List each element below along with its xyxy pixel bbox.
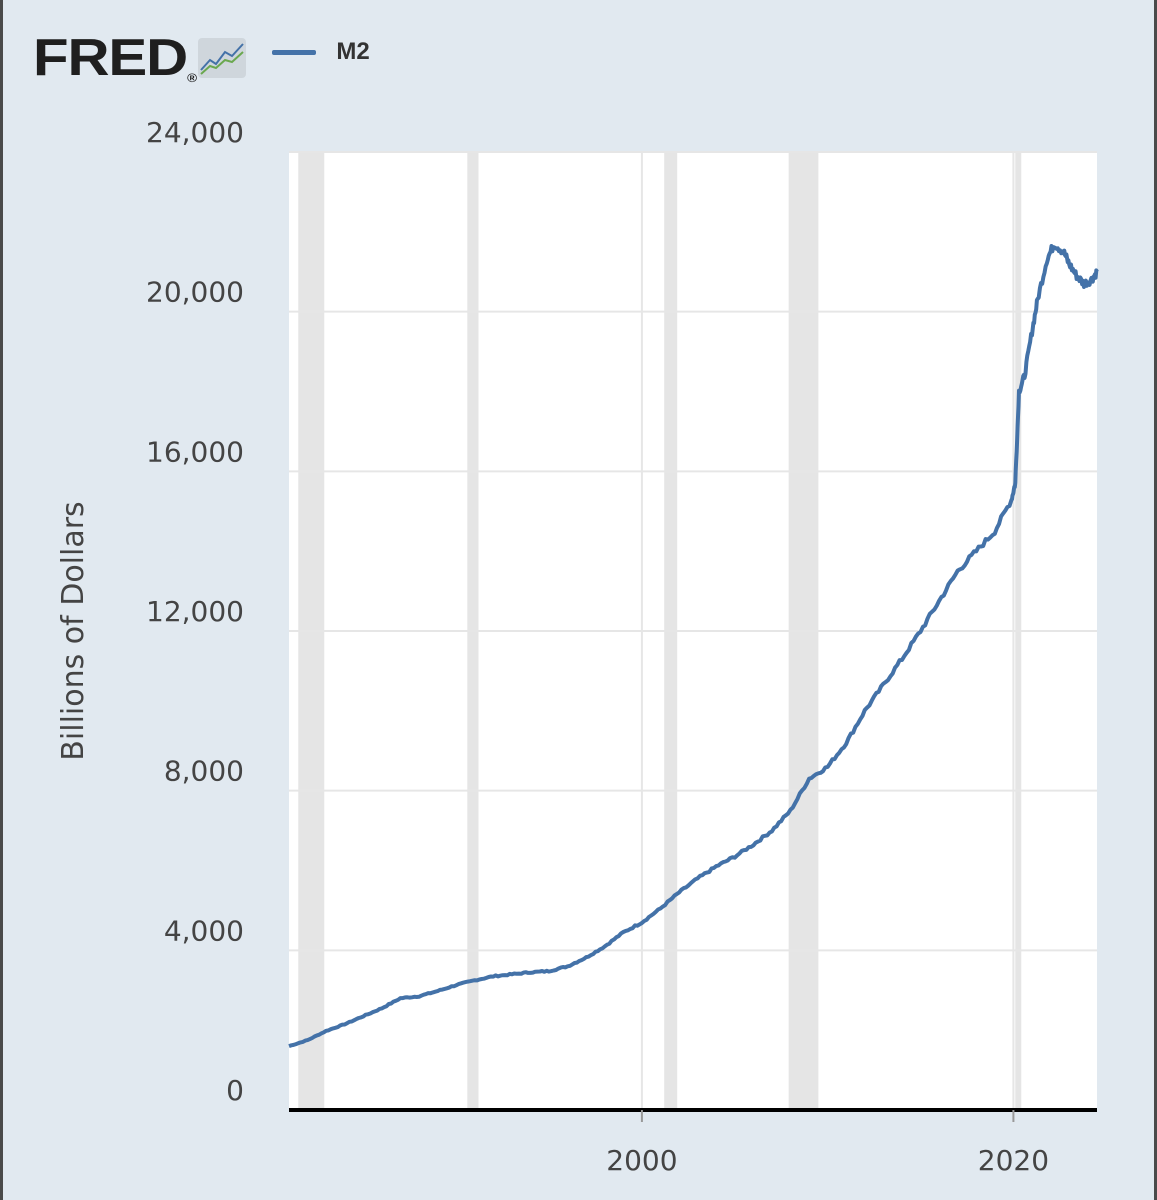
series-layer: [288, 244, 1099, 1048]
y-tick-label-4000: 4,000: [164, 914, 244, 947]
legend-swatch: [272, 49, 317, 55]
chart-legend[interactable]: M2: [272, 38, 370, 66]
y-tick-label-0: 0: [226, 1074, 244, 1107]
y-tick-label-12000: 12,000: [146, 595, 244, 628]
y-axis-label: Billions of Dollars: [56, 501, 91, 760]
fred-logo[interactable]: FRED®: [33, 29, 197, 87]
chart-canvas: 0 4,000 8,000 12,000 16,000 20,000 24,000 2000…: [56, 116, 1099, 1177]
grid-lines: [289, 151, 1097, 1110]
x-axis-ticks: 2000 2020: [606, 1110, 1049, 1177]
y-tick-label-24000: 24,000: [146, 116, 244, 149]
legend-label: M2: [336, 38, 370, 65]
x-tick-label-2000: 2000: [606, 1144, 677, 1177]
fred-logo-text: FRED: [33, 29, 188, 87]
y-tick-label-20000: 20,000: [146, 276, 244, 309]
y-tick-label-8000: 8,000: [164, 755, 244, 788]
chart-header: FRED® M2: [33, 28, 370, 88]
fred-logo-graph-icon: [198, 38, 247, 78]
y-tick-label-16000: 16,000: [146, 435, 244, 468]
y-axis-ticks: 0 4,000 8,000 12,000 16,000 20,000 24,000: [146, 116, 244, 1107]
series-line-m2[interactable]: [288, 244, 1099, 1048]
fred-logo-registered: ®: [187, 71, 197, 85]
x-tick-label-2020: 2020: [978, 1144, 1049, 1177]
